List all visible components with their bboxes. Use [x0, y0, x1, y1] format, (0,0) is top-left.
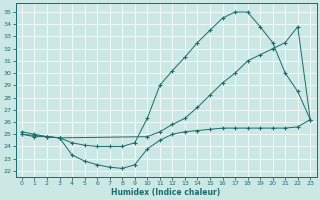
X-axis label: Humidex (Indice chaleur): Humidex (Indice chaleur) [111, 188, 221, 197]
